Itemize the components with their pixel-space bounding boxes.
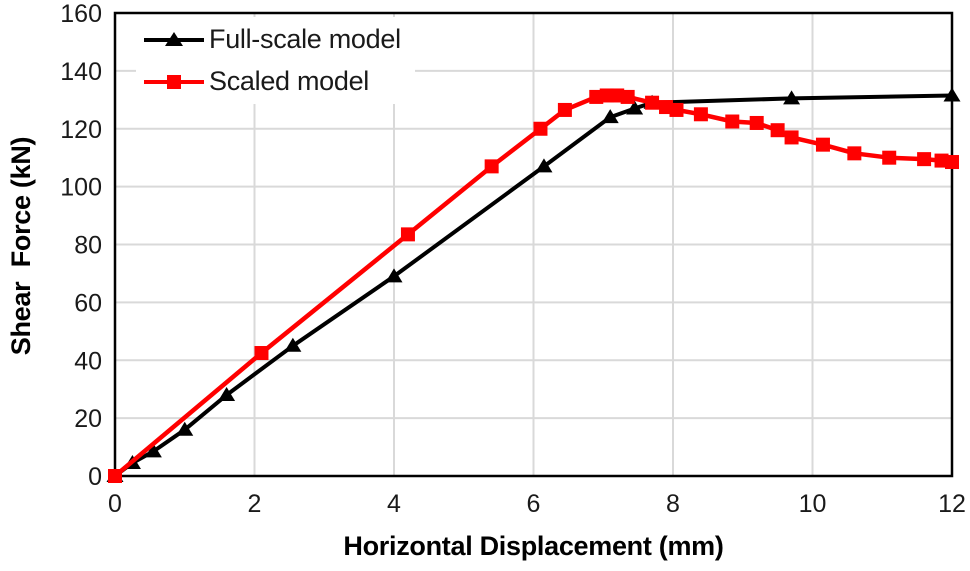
legend-sample-full-scale	[144, 30, 204, 50]
data-point-square	[725, 114, 740, 129]
data-point-square	[108, 469, 122, 483]
x-tick-label: 4	[387, 490, 401, 518]
legend-label-scaled-model: Scaled model	[209, 66, 369, 96]
data-point-triangle	[284, 337, 302, 352]
data-point-triangle	[385, 268, 403, 283]
data-point-square	[669, 102, 684, 117]
y-tick-label: 60	[74, 289, 102, 317]
data-point-triangle	[943, 87, 961, 102]
y-tick-label: 120	[60, 116, 102, 144]
data-point-square	[770, 123, 785, 138]
data-point-triangle	[144, 443, 162, 458]
plot-border	[113, 11, 954, 478]
data-point-square	[557, 102, 572, 117]
legend: Full-scale model Scaled model	[136, 17, 415, 104]
x-tick-label: 0	[108, 490, 122, 518]
y-tick-label: 160	[60, 0, 102, 28]
data-point-square	[882, 150, 897, 165]
y-tick-label: 80	[74, 232, 102, 260]
legend-item-scaled-model: Scaled model	[144, 62, 401, 101]
data-point-triangle	[535, 158, 553, 173]
y-tick-label: 40	[74, 347, 102, 375]
data-point-triangle	[176, 421, 194, 436]
data-point-square	[693, 107, 708, 122]
x-axis-title: Horizontal Displacement (mm)	[343, 531, 724, 561]
y-tick-label: 0	[88, 463, 102, 491]
x-tick-label: 12	[938, 490, 966, 518]
data-point-square	[620, 89, 635, 104]
triangle-marker-icon	[165, 31, 183, 46]
square-marker-icon	[167, 74, 181, 89]
data-point-square	[847, 146, 862, 161]
y-axis-title: Shear Force (kN)	[6, 136, 36, 356]
y-tick-label: 100	[60, 174, 102, 202]
data-point-square	[645, 95, 660, 110]
data-point-triangle	[601, 109, 619, 124]
y-tick-label: 140	[60, 58, 102, 86]
x-tick-label: 10	[799, 490, 827, 518]
data-point-triangle	[218, 386, 236, 401]
legend-label-full-scale-model: Full-scale model	[209, 24, 401, 54]
legend-item-full-scale-model: Full-scale model	[144, 20, 401, 59]
x-tick-label: 8	[666, 490, 680, 518]
legend-sample-scaled	[144, 72, 204, 92]
y-tick-label: 20	[74, 405, 102, 433]
x-tick-label: 6	[527, 490, 541, 518]
data-point-square	[400, 227, 415, 242]
data-point-triangle	[783, 90, 801, 105]
data-point-square	[254, 346, 269, 361]
data-point-square	[533, 121, 548, 136]
x-tick-label: 2	[248, 490, 262, 518]
data-point-square	[484, 159, 499, 174]
data-point-square	[784, 130, 799, 145]
data-point-triangle	[626, 100, 644, 115]
data-point-square	[945, 155, 959, 170]
data-point-square	[749, 115, 764, 130]
data-point-square	[917, 152, 932, 167]
data-point-square	[815, 137, 830, 152]
